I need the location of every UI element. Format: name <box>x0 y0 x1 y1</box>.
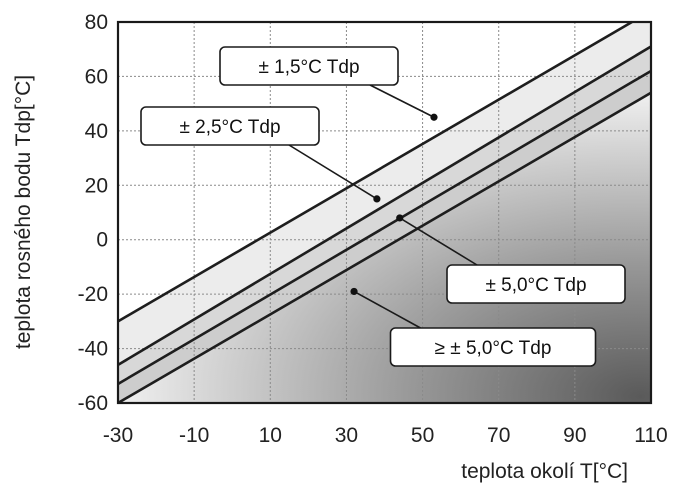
boundary-line-2 <box>117 45 652 367</box>
callout-box <box>389 327 597 367</box>
callout-label: ± 5,0°C Tdp <box>485 275 586 296</box>
callout-dot <box>373 195 381 203</box>
y-tick-labels: 80 60 40 20 0 -20 -40 -60 <box>78 11 108 415</box>
callout-dot <box>396 214 404 222</box>
y-tick-label: 0 <box>96 229 108 252</box>
boundary-line-4 <box>117 91 652 405</box>
y-tick-label: 80 <box>85 11 108 34</box>
y-tick-label: -60 <box>78 392 108 415</box>
callout-dot <box>430 113 438 121</box>
x-tick-label: 30 <box>335 424 358 447</box>
callout-dot <box>350 287 358 296</box>
boundary-line-1 <box>117 20 633 323</box>
callout-label: ± 1,5°C Tdp <box>258 57 359 78</box>
callout-label: ≥ ± 5,0°C Tdp <box>435 338 552 359</box>
boundary-line-3 <box>117 69 652 386</box>
x-axis-title: teplota okolí T[°C] <box>461 460 628 483</box>
callout-box <box>219 46 399 86</box>
callout-label: ± 2,5°C Tdp <box>179 117 280 138</box>
y-tick-label: 20 <box>85 174 108 197</box>
x-tick-label: 50 <box>411 424 434 447</box>
x-tick-label: 90 <box>563 424 586 447</box>
plot-frame <box>116 20 653 405</box>
y-tick-label: -20 <box>78 283 108 306</box>
boundary-lines <box>117 20 652 405</box>
x-tick-label: 10 <box>259 424 282 447</box>
x-tick-label: 110 <box>634 424 667 447</box>
callout-leader <box>369 84 435 118</box>
y-tick-label: -40 <box>78 338 108 361</box>
x-tick-label: -30 <box>103 424 133 447</box>
x-tick-labels: -30 -10 10 30 50 70 90 110 <box>103 424 668 447</box>
callout-box <box>140 106 320 146</box>
callout-box <box>446 264 626 304</box>
zone-2-5 <box>118 46 651 384</box>
x-tick-label: 70 <box>487 424 510 447</box>
callout-leader <box>399 217 478 266</box>
callout-leader <box>353 290 421 329</box>
y-tick-label: 60 <box>85 65 108 88</box>
y-axis-title: teplota rosného bodu Tdp[°C] <box>12 75 35 349</box>
y-tick-label: 40 <box>85 120 108 143</box>
callout-leader <box>288 144 378 200</box>
zone-callouts: ± 1,5°C Tdp ± 2,5°C Tdp ± 5,0°C Tdp ≥ ± 5,0… <box>140 46 626 367</box>
zone-5-0 <box>118 71 651 403</box>
x-tick-label: -10 <box>179 424 209 447</box>
zone-1-5 <box>118 22 651 365</box>
